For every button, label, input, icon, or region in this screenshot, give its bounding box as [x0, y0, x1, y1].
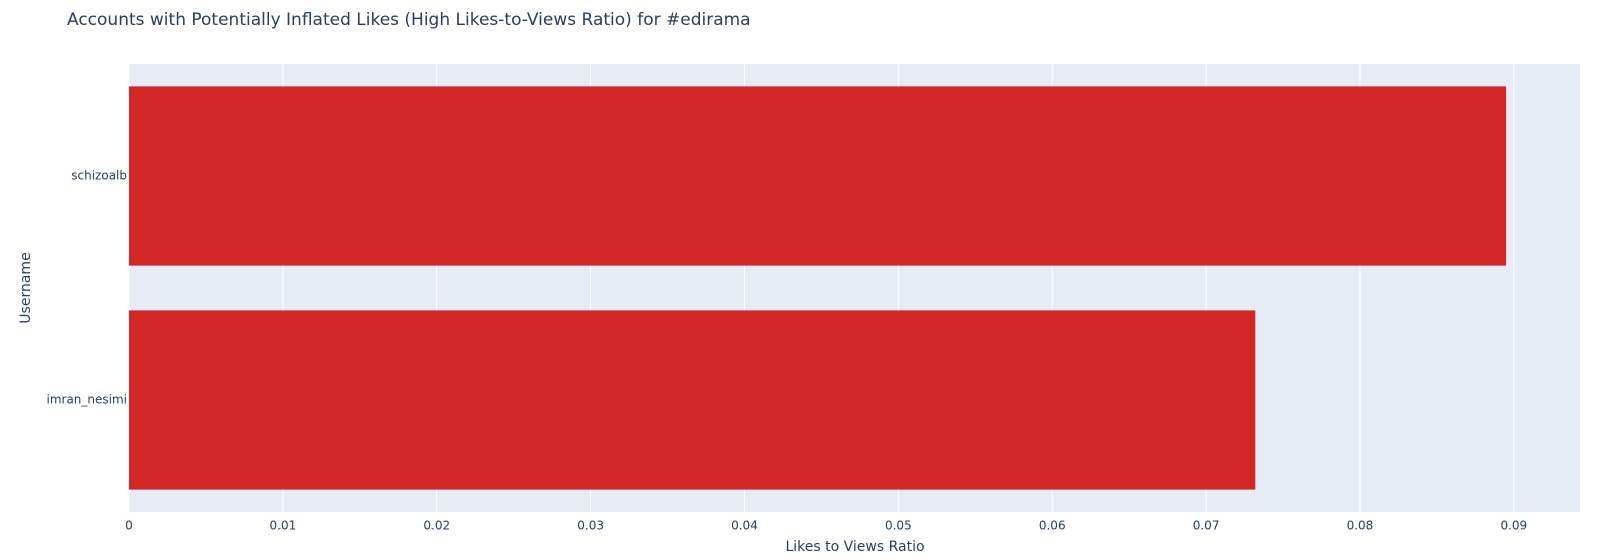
x-axis-title: Likes to Views Ratio	[785, 539, 924, 555]
x-tick-label: 0	[125, 519, 133, 533]
x-tick-label: 0.06	[1039, 519, 1066, 533]
x-tick-label: 0.07	[1193, 519, 1220, 533]
x-tick-label: 0.08	[1347, 519, 1374, 533]
chart-title: Accounts with Potentially Inflated Likes…	[67, 10, 751, 30]
y-tick-label: schizoalb	[71, 169, 127, 183]
y-tick-label: imran_nesimi	[46, 393, 127, 407]
x-tick-label: 0.01	[270, 519, 297, 533]
x-tick-label: 0.03	[577, 519, 604, 533]
y-axis-title: Username	[18, 252, 34, 323]
bar	[129, 310, 1256, 490]
x-tick-label: 0.05	[885, 519, 912, 533]
x-tick-label: 0.04	[731, 519, 758, 533]
x-tick-label: 0.02	[423, 519, 450, 533]
x-tick-label: 0.09	[1500, 519, 1527, 533]
bar	[129, 86, 1507, 266]
